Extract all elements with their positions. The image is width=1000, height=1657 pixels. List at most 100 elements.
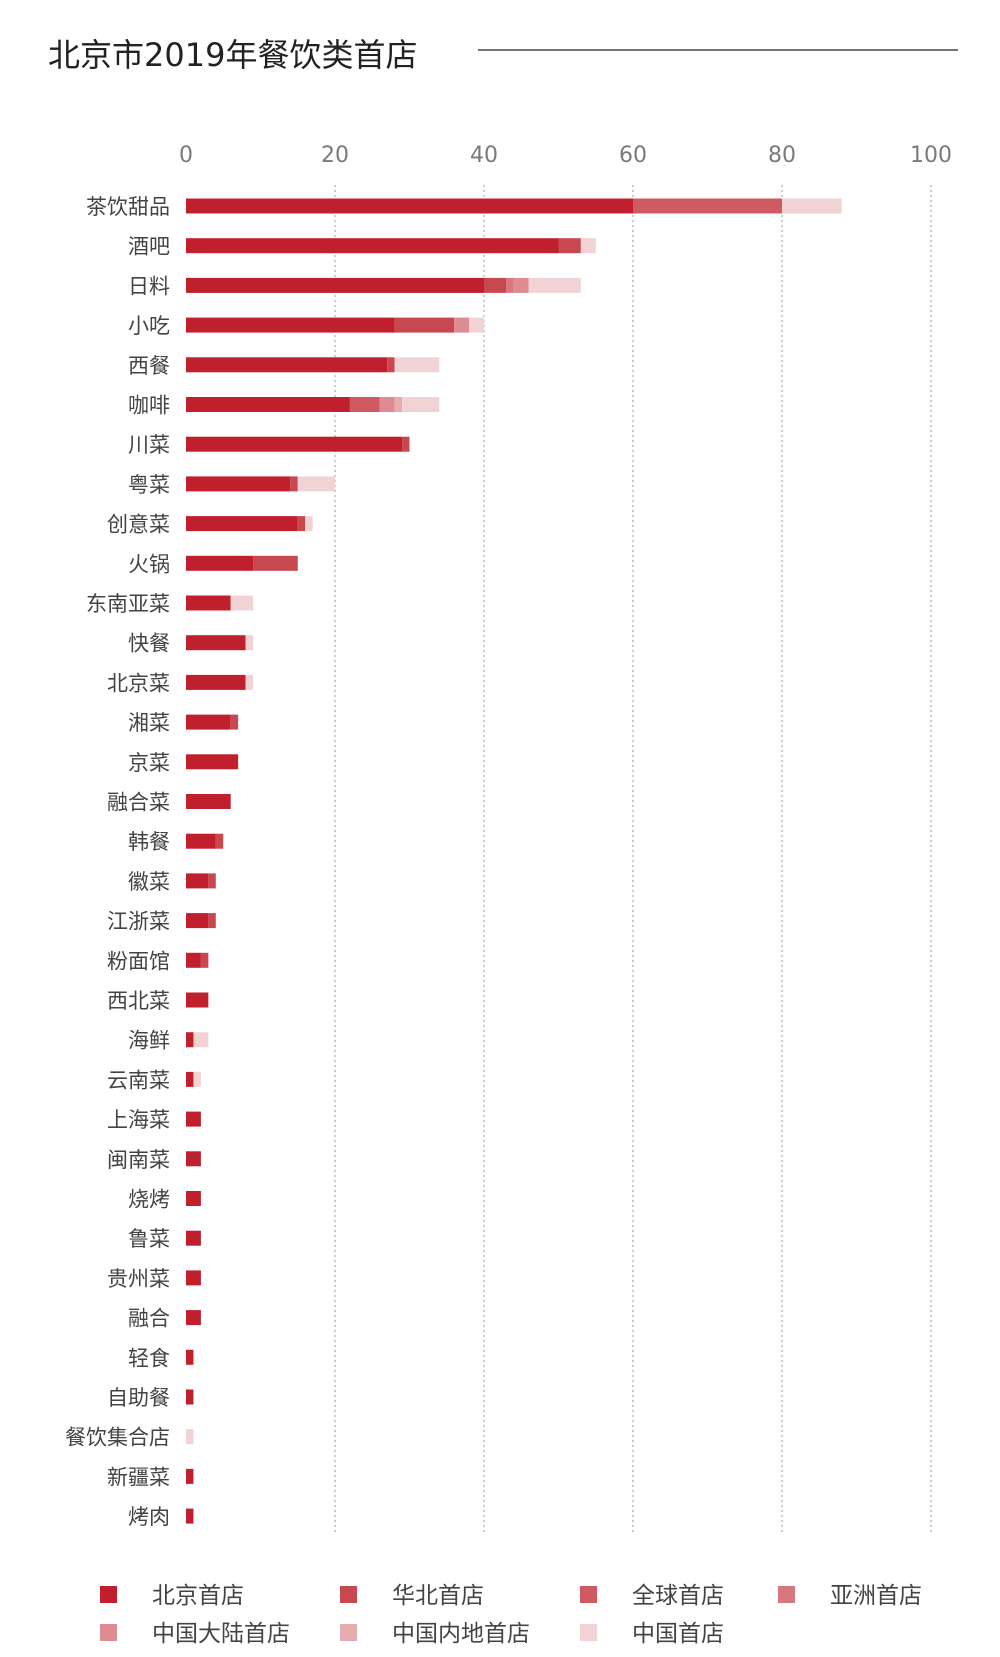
category-label: 小吃 — [128, 314, 170, 338]
category-label: 自助餐 — [107, 1386, 170, 1410]
legend-label: 华北首店 — [392, 1583, 484, 1609]
bar-segment-2 — [394, 317, 455, 333]
bar-segment-2 — [484, 277, 507, 293]
bar-segment-7 — [528, 277, 581, 293]
legend-label: 中国大陆首店 — [152, 1621, 290, 1647]
bar-segment-7 — [402, 397, 440, 412]
bar-segment-1 — [186, 754, 239, 770]
bar-segment-6 — [394, 397, 403, 412]
bar-segment-2 — [230, 714, 239, 730]
bar-segment-1 — [186, 913, 209, 929]
bar-segment-7 — [186, 1429, 194, 1445]
bar-segment-1 — [186, 1468, 194, 1484]
legend-label: 全球首店 — [632, 1583, 724, 1609]
category-label: 西北菜 — [107, 989, 170, 1013]
bar-segment-1 — [186, 317, 395, 333]
x-tick-label: 0 — [179, 143, 193, 168]
category-label: 轻食 — [128, 1346, 170, 1370]
bar-segment-1 — [186, 674, 246, 690]
category-label: 北京菜 — [107, 671, 170, 695]
bar-segment-1 — [186, 714, 231, 730]
bar-segment-1 — [186, 516, 298, 532]
category-label: 川菜 — [128, 433, 170, 457]
category-label: 酒吧 — [128, 235, 170, 259]
bars — [186, 198, 842, 1524]
bar-segment-5 — [513, 277, 529, 293]
category-label: 上海菜 — [107, 1108, 170, 1132]
x-tick-label: 60 — [619, 143, 647, 168]
bar-segment-2 — [208, 873, 216, 889]
bar-segment-1 — [186, 1508, 194, 1524]
category-label: 新疆菜 — [107, 1465, 170, 1489]
category-label: 火锅 — [128, 552, 170, 576]
bar-segment-5 — [454, 317, 470, 333]
category-label: 徽菜 — [128, 870, 170, 894]
x-axis-ticks: 0 20 40 60 80 100 — [179, 143, 952, 168]
bar-segment-1 — [186, 635, 246, 651]
legend-swatch — [100, 1624, 117, 1641]
bar-segment-3 — [349, 397, 380, 412]
bar-segment-7 — [193, 1032, 209, 1048]
category-label: 东南亚菜 — [86, 592, 170, 616]
bar-segment-1 — [186, 357, 388, 373]
bar-segment-1 — [186, 952, 201, 968]
bar-segment-2 — [253, 555, 298, 571]
bar-segment-2 — [208, 913, 216, 929]
bar-segment-2 — [387, 357, 395, 373]
bar-segment-1 — [186, 1310, 201, 1326]
bar-segment-1 — [186, 1349, 194, 1365]
bar-segment-2 — [215, 833, 224, 849]
category-label: 海鲜 — [128, 1029, 170, 1053]
category-label: 鲁菜 — [128, 1227, 170, 1251]
legend-swatch — [340, 1586, 357, 1603]
bar-segment-1 — [186, 1151, 201, 1167]
bar-segment-1 — [186, 794, 231, 809]
category-label: 粤菜 — [128, 473, 170, 497]
bar-segment-5 — [379, 397, 395, 412]
category-labels: 茶饮甜品酒吧日料小吃西餐咖啡川菜粤菜创意菜火锅东南亚菜快餐北京菜湘菜京菜融合菜韩… — [65, 195, 170, 1529]
category-label: 茶饮甜品 — [86, 195, 170, 219]
legend-label: 北京首店 — [152, 1583, 244, 1609]
category-label: 湘菜 — [128, 711, 170, 735]
legend-label: 中国首店 — [632, 1621, 724, 1647]
category-label: 云南菜 — [107, 1068, 170, 1092]
legend-swatch — [100, 1586, 117, 1603]
category-label: 闽南菜 — [107, 1148, 170, 1172]
category-label: 创意菜 — [107, 513, 170, 537]
category-label: 贵州菜 — [107, 1267, 170, 1291]
bar-segment-1 — [186, 1071, 194, 1087]
bar-segment-2 — [558, 238, 581, 254]
x-tick-label: 40 — [470, 143, 498, 168]
category-label: 餐饮集合店 — [65, 1426, 170, 1450]
chart-title: 北京市2019年餐饮类首店 — [48, 36, 417, 74]
bar-segment-1 — [186, 555, 254, 571]
category-label: 江浙菜 — [107, 910, 170, 934]
category-label: 烤肉 — [128, 1505, 170, 1529]
legend-swatch — [580, 1624, 597, 1641]
category-label: 快餐 — [128, 632, 170, 656]
category-label: 京菜 — [128, 751, 170, 775]
bar-segment-2 — [200, 952, 209, 968]
category-label: 融合菜 — [107, 791, 170, 815]
bar-segment-1 — [186, 1389, 194, 1405]
bar-segment-7 — [782, 198, 842, 214]
legend-label: 亚洲首店 — [830, 1583, 922, 1609]
bar-segment-1 — [186, 1111, 201, 1127]
legend-swatch — [778, 1586, 795, 1603]
bar-segment-7 — [297, 476, 335, 492]
bar-segment-1 — [186, 436, 403, 452]
grid-lines — [334, 185, 932, 1535]
bar-segment-7 — [230, 595, 254, 611]
bar-segment-3 — [633, 198, 782, 214]
bar-segment-1 — [186, 476, 291, 492]
bar-segment-1 — [186, 1230, 201, 1246]
bar-segment-1 — [186, 238, 559, 254]
category-label: 韩餐 — [128, 830, 170, 854]
bar-segment-7 — [305, 516, 313, 532]
category-label: 烧烤 — [128, 1188, 170, 1212]
bar-segment-2 — [290, 476, 298, 492]
category-label: 日料 — [128, 274, 170, 298]
bar-segment-7 — [245, 635, 254, 651]
